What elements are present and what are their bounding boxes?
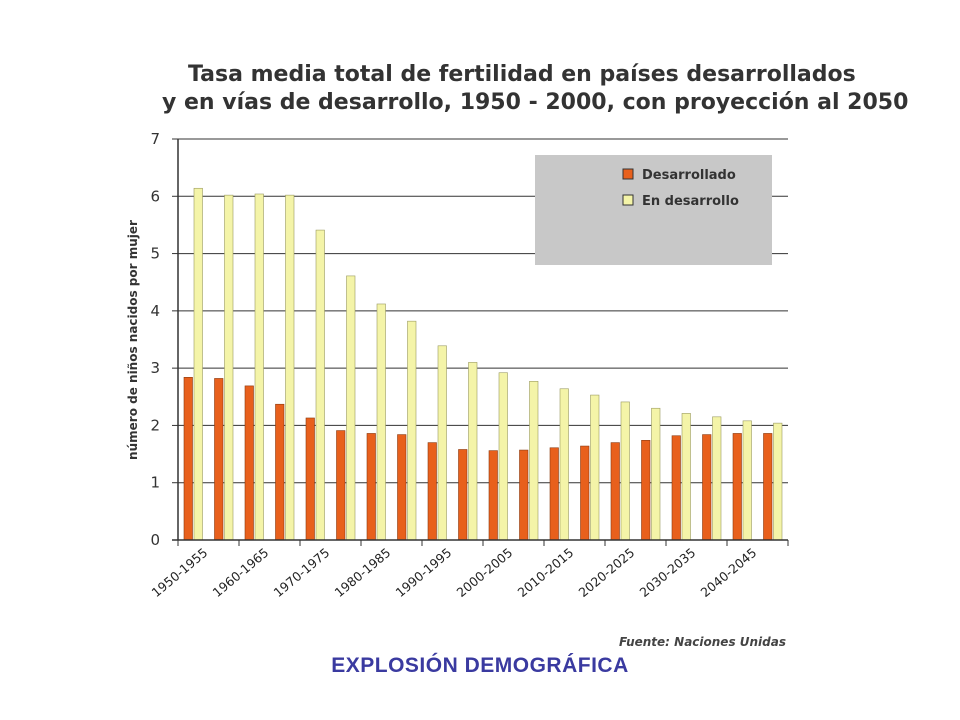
bar [407, 320, 417, 541]
y-tick-label: 4 [150, 302, 160, 320]
bar [458, 449, 468, 541]
bar [437, 345, 447, 541]
x-tick-label: 1970-1975 [271, 545, 333, 600]
x-tick-label: 2000-2005 [454, 545, 516, 600]
bar [285, 194, 295, 541]
fertility-chart: Tasa media total de fertilidad en países… [126, 62, 908, 649]
x-tick-label: 1960-1965 [210, 545, 272, 600]
x-tick-label: 2020-2025 [576, 545, 638, 600]
bar [315, 229, 325, 541]
bar [610, 442, 620, 541]
bar [346, 275, 356, 541]
y-axis-label: número de niños nacidos por mujer [126, 220, 140, 460]
bar [254, 193, 264, 541]
x-tick-label: 1980-1985 [332, 545, 394, 600]
x-tick-label: 2010-2015 [515, 545, 577, 600]
bar [590, 394, 600, 541]
bar [193, 187, 203, 541]
bar [376, 303, 386, 541]
legend: Desarrollado En desarrollo [535, 155, 772, 265]
x-axis-ticks: 1950-1955 1960-1965 1970-1975 1980-1985 1990… [149, 540, 789, 600]
legend-swatch-desarrollado [622, 168, 634, 180]
chart-title: Tasa media total de fertilidad en países… [162, 62, 908, 115]
y-tick-label: 5 [150, 245, 160, 263]
bar [742, 420, 752, 541]
y-axis-ticks: 0 1 2 3 4 5 6 7 [150, 130, 178, 549]
legend-background [535, 155, 772, 265]
bar [498, 372, 508, 541]
bar [651, 407, 661, 541]
bar [773, 422, 783, 541]
y-tick-label: 3 [150, 359, 160, 377]
bar [519, 449, 529, 541]
bar [305, 417, 315, 541]
bar [763, 433, 773, 541]
bar [183, 377, 193, 541]
bar [732, 433, 742, 541]
bars [183, 187, 783, 541]
legend-label-en-desarrollo: En desarrollo [642, 194, 739, 209]
bar [275, 403, 285, 541]
bar [427, 442, 437, 541]
bar [559, 388, 569, 541]
bar [366, 433, 376, 541]
source-note: Fuente: Naciones Unidas [619, 635, 786, 649]
bar [620, 401, 630, 541]
legend-label-desarrollado: Desarrollado [642, 168, 736, 183]
bar [468, 362, 478, 541]
axes [172, 139, 788, 541]
x-tick-label: 2040-2045 [698, 545, 760, 600]
x-tick-label: 1990-1995 [393, 545, 455, 600]
bar [244, 385, 254, 541]
chart-title-line-1: Tasa media total de fertilidad en países… [188, 62, 856, 87]
bar [681, 413, 691, 541]
bar [641, 440, 651, 541]
bar [397, 434, 407, 541]
bar [336, 430, 346, 541]
y-tick-label: 6 [150, 187, 160, 205]
bar [214, 378, 224, 541]
y-tick-label: 7 [150, 130, 160, 148]
legend-swatch-en-desarrollo [622, 194, 634, 206]
bar [712, 416, 722, 541]
chart-title-line-2: y en vías de desarrollo, 1950 - 2000, co… [162, 90, 908, 115]
footer-title: EXPLOSIÓN DEMOGRÁFICA [331, 654, 629, 677]
y-tick-label: 0 [150, 531, 160, 549]
bar [529, 381, 539, 541]
y-tick-label: 2 [150, 416, 160, 434]
x-tick-label: 2030-2035 [637, 545, 699, 600]
bar [549, 447, 559, 541]
bar [224, 194, 234, 541]
y-tick-label: 1 [150, 474, 160, 492]
bar [671, 435, 681, 541]
x-tick-label: 1950-1955 [149, 545, 211, 600]
bar [702, 434, 712, 541]
bar [488, 450, 498, 541]
bar [580, 445, 590, 541]
